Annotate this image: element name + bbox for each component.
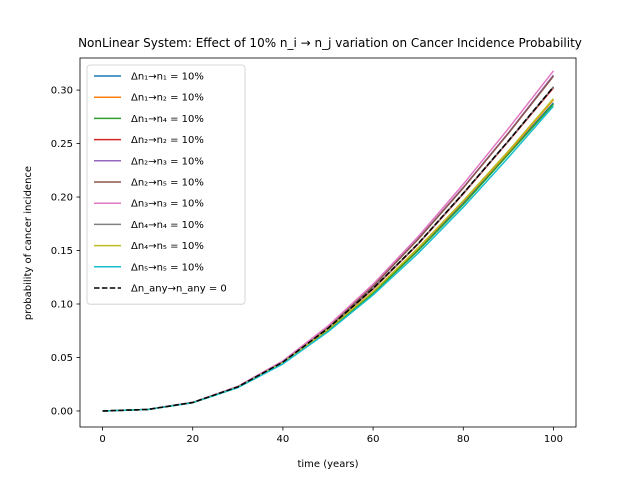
- x-tick-label: 40: [277, 434, 290, 445]
- y-axis-label: probability of cancer incidence: [23, 166, 34, 320]
- y-tick-label: 0.15: [51, 246, 73, 257]
- y-tick-label: 0.10: [51, 300, 73, 311]
- y-tick-label: 0.20: [51, 193, 73, 204]
- axes-frame: [79, 57, 577, 428]
- legend-box: [86, 64, 246, 305]
- legend-label-4: Δn₂→n₃ = 10%: [131, 156, 204, 167]
- legend-label-1: Δn₁→n₂ = 10%: [131, 93, 204, 104]
- legend-label-3: Δn₂→n₂ = 10%: [131, 135, 204, 146]
- legend-label-8: Δn₄→n₅ = 10%: [131, 241, 204, 252]
- legend-label-7: Δn₄→n₄ = 10%: [131, 220, 204, 231]
- legend-label-2: Δn₁→n₄ = 10%: [131, 114, 204, 125]
- y-tick-label: 0.05: [51, 353, 73, 364]
- x-tick-label: 80: [457, 434, 470, 445]
- legend-label-10: Δn_any→n_any = 0: [131, 284, 227, 295]
- legend-label-0: Δn₁→n₁ = 10%: [131, 72, 204, 83]
- chart-title: NonLinear System: Effect of 10% n_i → n_…: [78, 36, 582, 50]
- y-tick-label: 0.25: [51, 139, 73, 150]
- y-tick-label: 0.30: [51, 86, 73, 97]
- legend: Δn₁→n₁ = 10% Δn₁→n₂ = 10% Δn₁→n₄ = 10% Δn₂→…: [86, 64, 246, 305]
- x-tick-label: 0: [99, 434, 105, 445]
- x-tick-label: 20: [186, 434, 199, 445]
- x-tick-label: 60: [367, 434, 380, 445]
- legend-label-6: Δn₃→n₃ = 10%: [131, 199, 204, 210]
- legend-label-9: Δn₅→n₅ = 10%: [131, 262, 204, 273]
- x-tick-label: 100: [544, 434, 563, 445]
- x-axis-label: time (years): [297, 459, 358, 470]
- y-tick-label: 0.00: [51, 406, 73, 417]
- series-line-10: [102, 86, 555, 412]
- plot-area: 0 20 40 60 80 100 0.00 0.05 0.10 0.15 0.20 0.25 0.30: [51, 57, 577, 445]
- legend-label-5: Δn₂→n₅ = 10%: [131, 178, 204, 189]
